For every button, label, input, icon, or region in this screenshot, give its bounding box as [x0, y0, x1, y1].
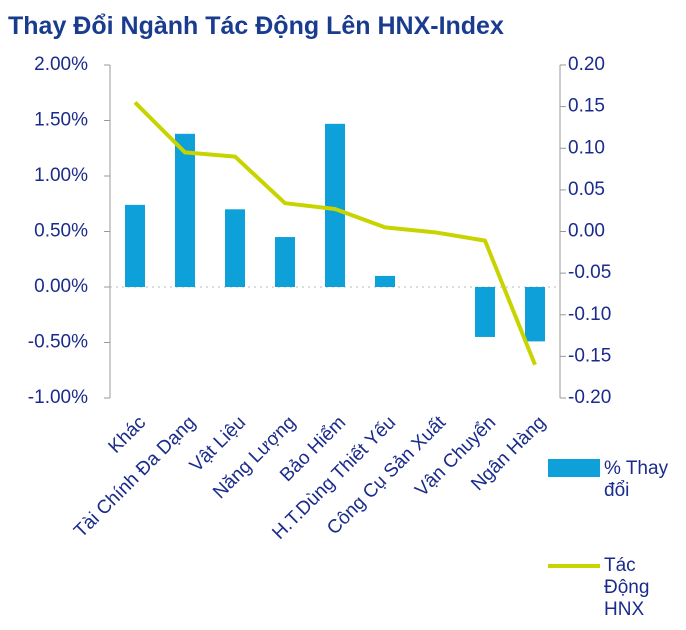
y2-tick-label: -0.15 [568, 345, 611, 366]
y-tick-label: -1.00% [28, 387, 88, 408]
y-tick-label: 0.00% [34, 276, 88, 297]
chart-title: Thay Đổi Ngành Tác Động Lên HNX-Index [8, 12, 504, 40]
bar [375, 275, 395, 287]
bar [475, 287, 495, 337]
bar [275, 237, 295, 287]
y-tick-label: 0.50% [34, 221, 88, 242]
y2-tick-label: -0.20 [568, 387, 611, 408]
legend-label: % Thay đổi [604, 458, 669, 501]
legend-swatch-bar [548, 459, 600, 477]
legend-label: Tác Động HNX [604, 555, 650, 620]
line [133, 101, 537, 366]
y2-tick-label: 0.00 [568, 221, 605, 242]
y-tick-label: 1.50% [34, 110, 88, 131]
bar [325, 123, 345, 287]
y2-tick-label: 0.05 [568, 179, 605, 200]
y2-tick-label: -0.10 [568, 304, 611, 325]
y-tick-label: -0.50% [28, 332, 88, 353]
y-tick-label: 1.00% [34, 165, 88, 186]
x-tick-label: Khác [105, 412, 150, 457]
y-tick-label: 2.00% [34, 54, 88, 75]
y2-tick-label: 0.20 [568, 54, 605, 75]
bar [125, 204, 145, 287]
y2-tick-label: 0.15 [568, 96, 605, 117]
bar [225, 209, 245, 287]
bar [525, 287, 545, 342]
y2-tick-label: -0.05 [568, 262, 611, 283]
bar [175, 133, 195, 287]
y2-tick-label: 0.10 [568, 137, 605, 158]
